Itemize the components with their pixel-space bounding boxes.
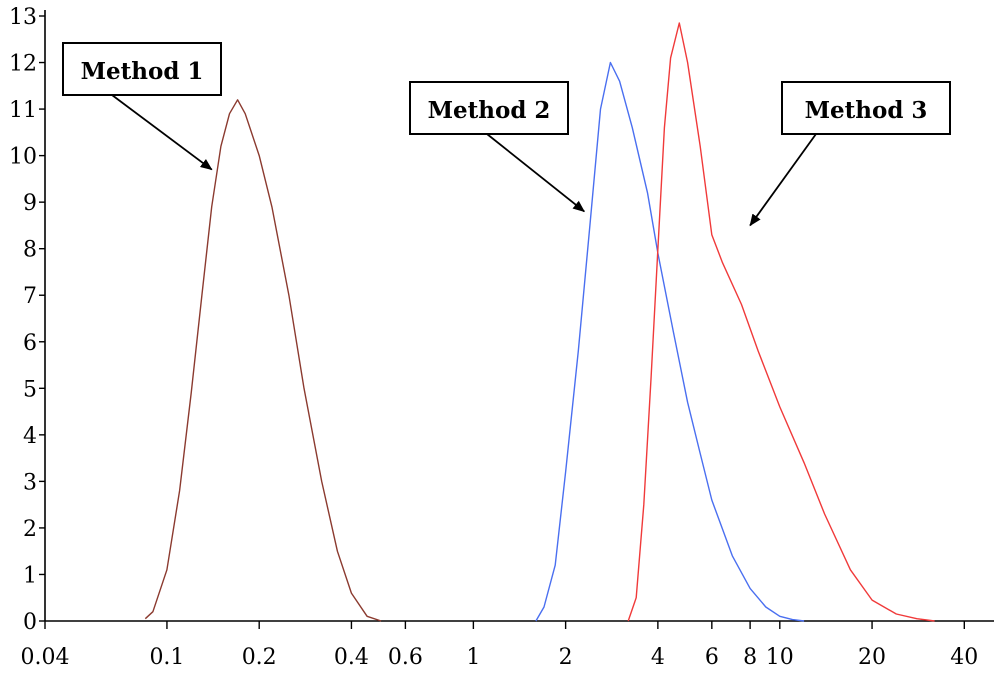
x-tick-label: 0.1: [149, 645, 184, 670]
callout-label: Method 1: [81, 58, 204, 85]
series-line-method-1: [144, 99, 382, 622]
y-tick-label: 5: [23, 377, 37, 402]
arrows: [111, 94, 817, 227]
y-tick-label: 9: [23, 191, 37, 216]
x-tick-label: 40: [950, 645, 978, 670]
y-tick-label: 2: [23, 517, 37, 542]
series-layer: [144, 22, 935, 622]
callout-box: [781, 81, 951, 135]
y-tick-label: 13: [9, 5, 37, 30]
callout-label: Method 2: [428, 97, 551, 124]
y-tick-label: 4: [23, 424, 37, 449]
callout-arrow-1: [111, 94, 213, 171]
callout-label: Method 3: [805, 97, 928, 124]
y-tick-label: 7: [23, 284, 37, 309]
y-tick-label: 3: [23, 470, 37, 495]
callout-method-2: Method 2: [409, 81, 569, 135]
y-tick-label: 6: [23, 331, 37, 356]
x-tick-label: 4: [651, 645, 665, 670]
x-tick-label: 6: [705, 645, 719, 670]
x-tick-label: 0.4: [334, 645, 369, 670]
callout-box: [409, 81, 569, 135]
y-tick-label: 8: [23, 238, 37, 263]
x-tick-label: 8: [743, 645, 757, 670]
x-tick-label: 0.6: [388, 645, 423, 670]
x-tick-label: 1: [466, 645, 480, 670]
x-tick-label: 0.04: [21, 645, 70, 670]
y-tick-label: 11: [9, 98, 37, 123]
callout-arrow-3: [749, 133, 817, 227]
x-tick-label: 20: [858, 645, 886, 670]
callout-method-1: Method 1: [62, 42, 222, 96]
y-tick-label: 10: [9, 145, 37, 170]
callout-method-3: Method 3: [781, 81, 951, 135]
x-tick-label: 2: [559, 645, 573, 670]
x-ticks: 0.04 0.1 0.2 0.4 0.6 1 2 4 6 8 10 20 40: [21, 621, 978, 670]
series-line-method-2: [535, 61, 805, 622]
y-tick-label: 1: [23, 563, 37, 588]
callout-arrow-2: [486, 133, 586, 213]
callout-box: [62, 42, 222, 96]
x-tick-label: 10: [766, 645, 794, 670]
axes: [44, 10, 994, 622]
y-tick-label: 0: [23, 610, 37, 635]
y-tick-label: 12: [9, 52, 37, 77]
series-line-method-3: [627, 22, 935, 622]
x-tick-label: 0.2: [242, 645, 277, 670]
